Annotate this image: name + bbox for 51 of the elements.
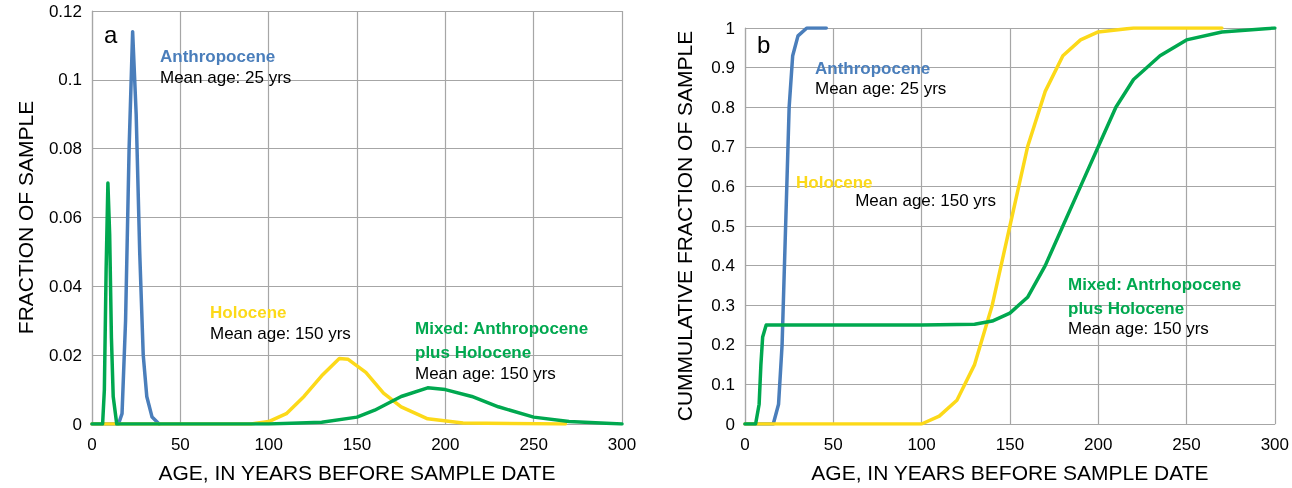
y-tick-label: 0.7 [711, 137, 735, 157]
x-tick-label: 100 [907, 435, 936, 454]
y-tick-label: 0.8 [711, 97, 735, 117]
y-tick-label: 0.2 [711, 335, 735, 355]
series-label: Anthropocene [160, 46, 276, 66]
y-tick-label: 0 [72, 414, 82, 434]
x-tick-label: 50 [170, 435, 190, 454]
x-tick-label: 250 [1172, 435, 1201, 454]
y-tick-label: 0.02 [48, 345, 82, 365]
y-tick-label: 0.04 [48, 276, 82, 296]
annotation: Mean age: 150 yrs [210, 324, 351, 343]
y-tick-label: 0.12 [48, 1, 82, 21]
y-tick-label: 0.5 [711, 216, 735, 236]
x-tick-label: 0 [740, 435, 750, 454]
annotation: b [757, 30, 771, 58]
y-axis-title: CUMMULATIVE FRACTION OF SAMPLE [673, 30, 696, 422]
x-tick-label: 100 [254, 435, 283, 454]
annotation: Mean age: 150 yrs [415, 364, 556, 383]
y-tick-label: 0.1 [711, 374, 735, 394]
x-axis-title: AGE, IN YEARS BEFORE SAMPLE DATE [158, 461, 556, 484]
x-tick-label: 250 [519, 435, 548, 454]
text: Holocene [796, 172, 873, 192]
y-tick-label: 0.9 [711, 58, 735, 78]
annotation: Mean age: 25 yrs [160, 68, 292, 87]
x-tick-label: 300 [607, 435, 637, 454]
x-tick-label: 200 [431, 435, 460, 454]
x-tick-label: 150 [995, 435, 1025, 454]
y-tick-label: 1 [725, 18, 735, 38]
y-tick-label: 0.06 [48, 208, 82, 227]
annotation: Mean age: 25 yrs [815, 79, 947, 98]
y-axis-title: FRACTION OF SAMPLE [14, 100, 38, 335]
series-label: Mixed: Antrhopocene plus Holocene [1068, 274, 1246, 318]
x-tick-label: 200 [1084, 435, 1113, 454]
x-tick-label: 150 [342, 435, 372, 454]
x-axis-title: AGE, IN YEARS BEFORE SAMPLE DATE [811, 461, 1209, 484]
y-tick-label: 0.3 [711, 295, 735, 315]
x-tick-label: 300 [1260, 435, 1290, 454]
x-tick-label: 0 [87, 435, 97, 454]
text: Holocene [210, 302, 287, 322]
annotation: Mean age: 150 yrs [1068, 319, 1209, 338]
series-label: Anthropocene [815, 58, 931, 78]
x-tick-label: 50 [823, 435, 843, 454]
y-tick-label: 0.1 [58, 70, 82, 90]
y-tick-label: 0 [725, 414, 735, 434]
series-label: Mixed: Anthropocene plus Holocene [415, 318, 593, 362]
y-tick-label: 0.6 [711, 176, 735, 196]
y-tick-label: 0.08 [48, 139, 82, 159]
y-tick-label: 0.4 [711, 256, 735, 276]
annotation: Mean age: 150 yrs [855, 191, 997, 210]
line-series [90, 181, 624, 426]
annotation: a [104, 20, 118, 48]
